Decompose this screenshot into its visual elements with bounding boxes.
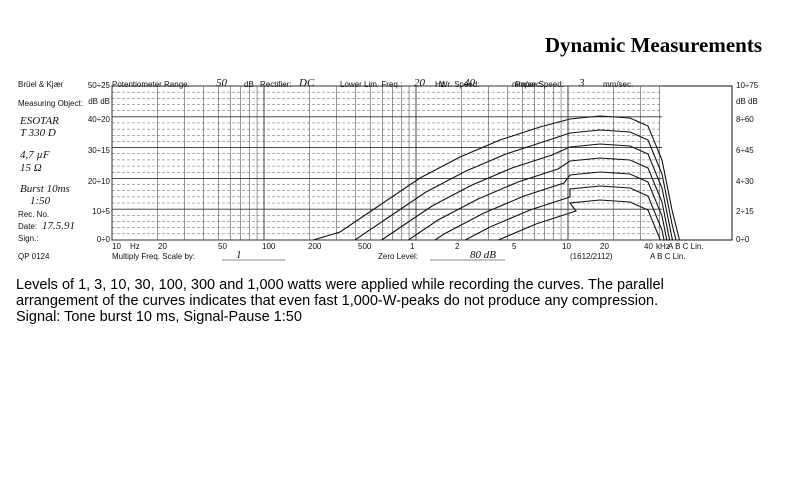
object: 1:50 xyxy=(30,195,51,207)
object: Burst 10ms xyxy=(20,183,70,195)
setting-value: 3 xyxy=(578,77,585,89)
freq-axis: 10 Hz 20 50 100 200 500 1 2 5 10 20 40 kHz xyxy=(112,242,670,251)
setting-unit: dB xyxy=(244,80,254,89)
brand: Brüel & Kjær xyxy=(18,80,64,89)
date: 17.5.91 xyxy=(42,220,75,232)
freq-label: kHz xyxy=(656,242,670,251)
left-axis-label: 30÷15 xyxy=(88,146,111,155)
curve xyxy=(496,199,661,240)
object: 4,7 µF xyxy=(20,149,50,161)
curve xyxy=(380,143,674,240)
object: T 330 D xyxy=(20,127,56,139)
freq-label: 50 xyxy=(218,242,227,251)
setting-unit: Hz xyxy=(435,80,445,89)
freq-label: 10 xyxy=(562,242,571,251)
caption: Signal: Tone burst 10 ms, Signal-Pause 1… xyxy=(16,309,302,325)
right-axis-label: 8÷60 xyxy=(736,115,754,124)
left-axis-label: 40÷20 xyxy=(88,115,111,124)
freq-label: 1 xyxy=(410,242,415,251)
right-axis-label: 2÷15 xyxy=(736,207,754,216)
setting-value: 40 xyxy=(464,77,476,89)
left-axis: 50÷25 dB dB 40÷20 30÷15 20÷10 10÷5 0÷0 xyxy=(88,81,111,244)
setting-value: DC xyxy=(298,77,315,89)
left-axis-label: 50÷25 xyxy=(88,81,111,90)
form-no: QP 0124 xyxy=(18,252,50,261)
freq-label: 20 xyxy=(158,242,167,251)
chart-grid xyxy=(111,85,733,241)
freq-label: 2 xyxy=(455,242,460,251)
zero-label: Zero Level: xyxy=(378,252,418,261)
curves xyxy=(311,115,681,240)
object-label: Measuring Object: xyxy=(18,99,83,108)
rec-label: Rec. No. xyxy=(18,210,49,219)
settings: Potentiometer Range: 50 dB Rectifier: DC Lowe… xyxy=(112,77,633,89)
caption: Levels of 1, 3, 10, 30, 100, 300 and 1,0… xyxy=(16,277,664,293)
curve xyxy=(311,115,681,240)
left-axis-label: 10÷5 xyxy=(92,207,110,216)
curve xyxy=(434,171,668,240)
setting-label: Lower Lim. Freq.: xyxy=(340,80,402,89)
right-axis-label: dB dB xyxy=(736,97,758,106)
setting-label: Paper Speed: xyxy=(515,80,564,89)
setting-unit: mm/sec. xyxy=(603,80,633,89)
setting-unit: mm/sec. xyxy=(512,80,542,89)
left-axis-label: dB dB xyxy=(88,97,110,106)
curve xyxy=(353,129,677,240)
right-axis-label: 6÷45 xyxy=(736,146,754,155)
freq-label: 40 xyxy=(644,242,653,251)
sign-label: Sign.: xyxy=(18,234,38,243)
freq-label: 10 xyxy=(112,242,121,251)
setting-value: 50 xyxy=(216,77,228,89)
object: 15 Ω xyxy=(20,162,42,174)
right-axis-label: 10÷75 xyxy=(736,81,759,90)
object: ESOTAR xyxy=(19,115,59,127)
freq-label: 100 xyxy=(262,242,276,251)
freq-label: Hz xyxy=(130,242,140,251)
multiply-label: Multiply Freq. Scale by: xyxy=(112,252,195,261)
date-label: Date: xyxy=(18,222,37,231)
left-axis-label: 0÷0 xyxy=(97,235,111,244)
frame xyxy=(111,85,733,241)
setting-label: Rectifier: xyxy=(260,80,292,89)
right-axis: 10÷75 dB dB 8÷60 6÷45 4÷30 2÷15 0÷0 xyxy=(736,81,759,244)
setting-label: Wr. Speed: xyxy=(440,80,479,89)
setting-label: Potentiometer Range: xyxy=(112,80,190,89)
caption: arrangement of the curves indicates that… xyxy=(16,293,658,309)
title: Dynamic Measurements xyxy=(545,33,762,57)
freq-label: 5 xyxy=(512,242,517,251)
freq-label: 500 xyxy=(358,242,372,251)
freq-label: 200 xyxy=(308,242,322,251)
zero: 80 dB xyxy=(470,249,496,261)
curve xyxy=(407,157,671,240)
curve xyxy=(464,185,665,240)
freq-label: 20 xyxy=(600,242,609,251)
left-axis-label: 20÷10 xyxy=(88,177,111,186)
weighting: A B C Lin. xyxy=(650,252,686,261)
right-axis-label: 4÷30 xyxy=(736,177,754,186)
weighting: A B C Lin. xyxy=(668,242,704,251)
right-axis-label: 0÷0 xyxy=(736,235,750,244)
setting-value: 20 xyxy=(414,77,426,89)
multiply: 1 xyxy=(236,249,242,261)
code: (1612/2112) xyxy=(570,252,613,261)
